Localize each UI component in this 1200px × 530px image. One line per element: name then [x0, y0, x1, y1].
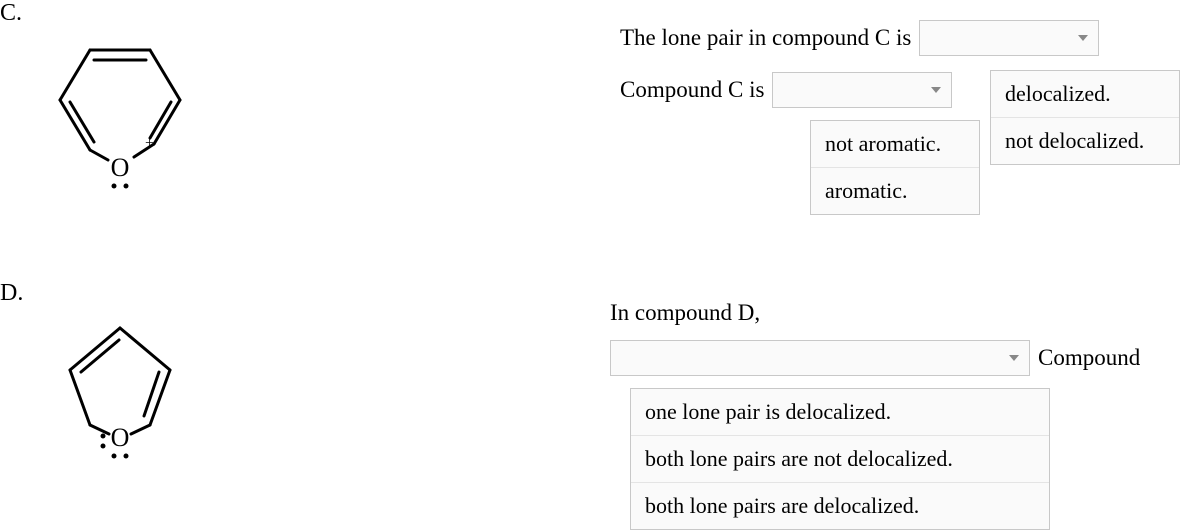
- dropdown-c-lonepair[interactable]: [919, 20, 1099, 56]
- dropdown-c-lonepair-menu: delocalized. not delocalized.: [990, 70, 1180, 165]
- question-label-c: C.: [0, 0, 22, 27]
- dropdown-option[interactable]: delocalized.: [991, 71, 1179, 118]
- charge-plus-c: +: [145, 135, 154, 152]
- question-label-d: D.: [0, 280, 23, 307]
- dropdown-c-aromatic-menu: not aromatic. aromatic.: [810, 120, 980, 215]
- dropdown-option[interactable]: not delocalized.: [991, 118, 1179, 164]
- prompt-d-trailing: Compound: [1038, 345, 1140, 371]
- dropdown-option[interactable]: both lone pairs are delocalized.: [631, 483, 1049, 529]
- dropdown-c-aromatic[interactable]: [772, 72, 952, 108]
- prompt-d1-text: In compound D,: [610, 300, 760, 326]
- prompt-c1-text: The lone pair in compound C is: [620, 25, 911, 51]
- dropdown-d-lonepair[interactable]: [610, 340, 1030, 376]
- structure-d: O: [45, 310, 195, 485]
- dropdown-option[interactable]: aromatic.: [811, 168, 979, 214]
- atom-o-c: O: [111, 153, 130, 182]
- prompt-c2-text: Compound C is: [620, 77, 764, 103]
- atom-o-d: O: [111, 423, 130, 452]
- dropdown-d-lonepair-menu: one lone pair is delocalized. both lone …: [630, 388, 1050, 530]
- chevron-down-icon: [1078, 35, 1088, 41]
- structure-c: O +: [40, 30, 200, 215]
- dropdown-option[interactable]: both lone pairs are not delocalized.: [631, 436, 1049, 483]
- dropdown-option[interactable]: one lone pair is delocalized.: [631, 389, 1049, 436]
- chevron-down-icon: [1009, 355, 1019, 361]
- chevron-down-icon: [931, 87, 941, 93]
- dropdown-option[interactable]: not aromatic.: [811, 121, 979, 168]
